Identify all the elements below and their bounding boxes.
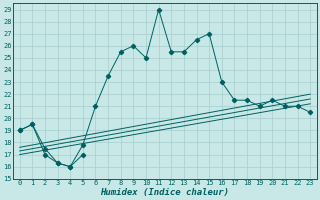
X-axis label: Humidex (Indice chaleur): Humidex (Indice chaleur) — [100, 188, 229, 197]
